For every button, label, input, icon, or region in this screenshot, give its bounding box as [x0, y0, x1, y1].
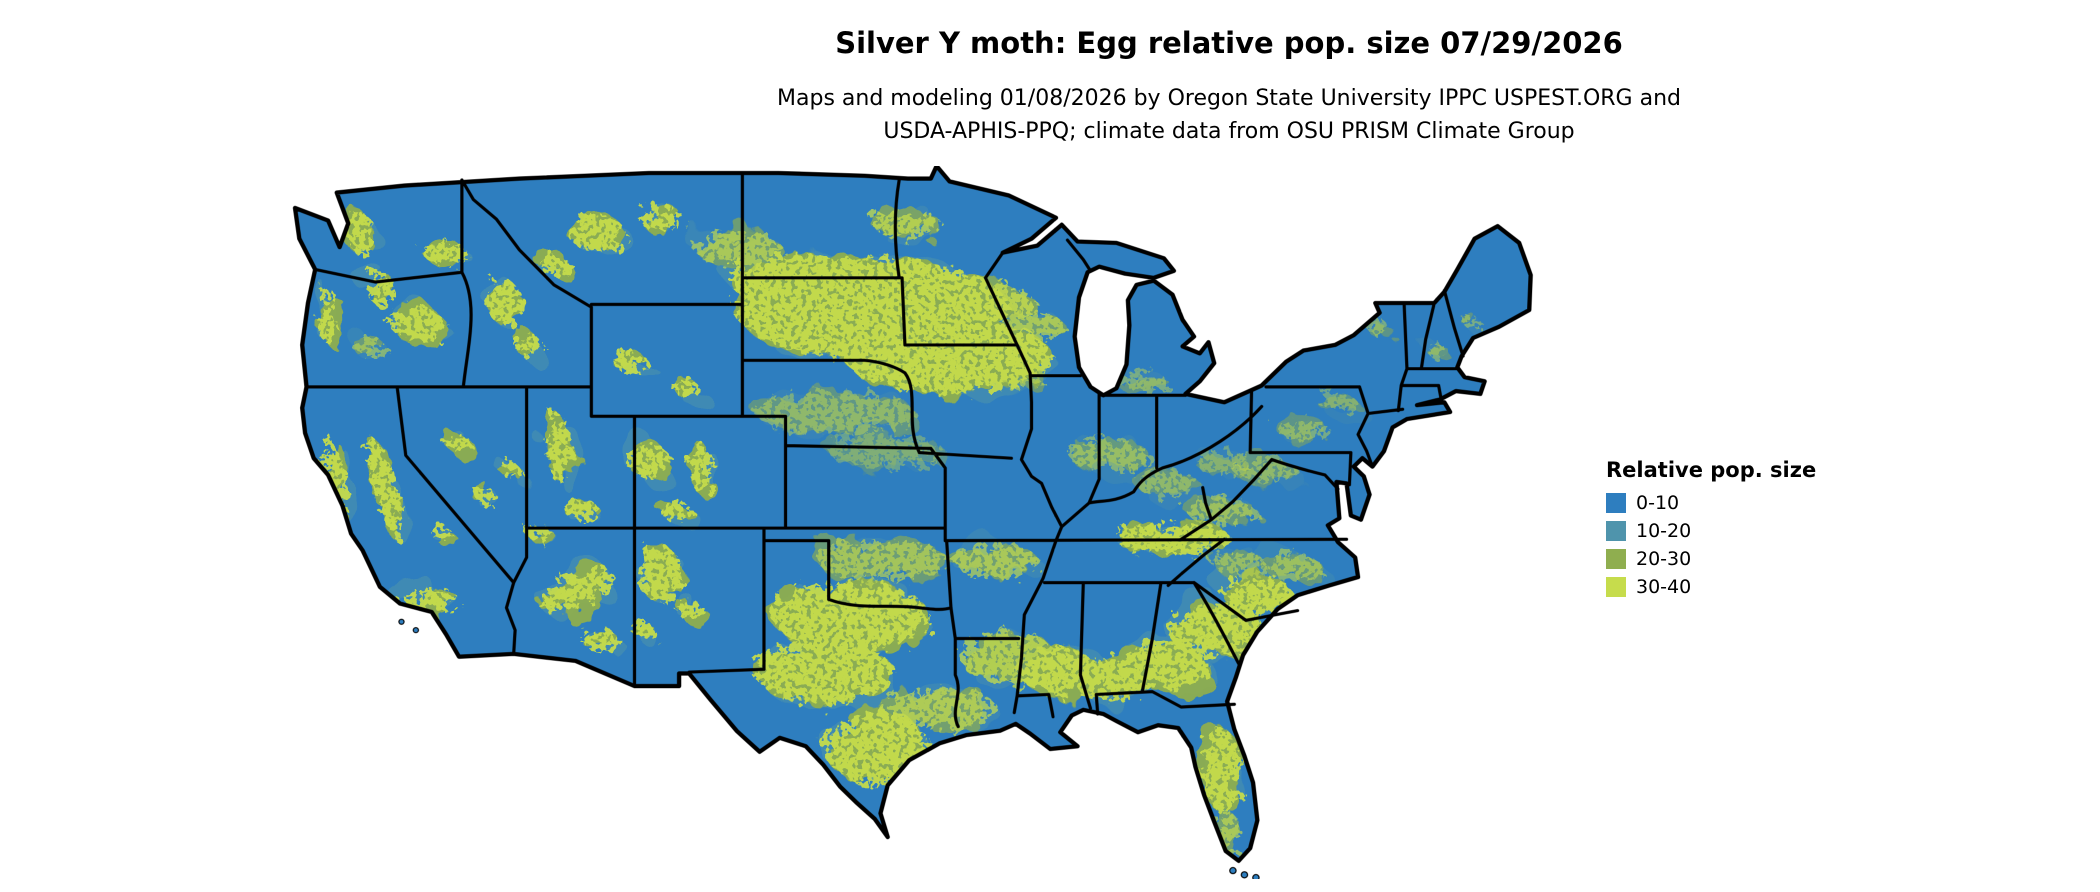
legend-item-label: 30-40	[1636, 576, 1692, 598]
legend-swatch-0-10	[1606, 493, 1626, 513]
subtitle-line-2: USDA-APHIS-PPQ; climate data from OSU PR…	[883, 119, 1575, 144]
us-outline	[292, 166, 1533, 863]
legend: Relative pop. size 0-10 10-20 20-30 30-4…	[1606, 458, 1816, 604]
legend-item-label: 0-10	[1636, 492, 1680, 514]
legend-item: 30-40	[1606, 576, 1816, 598]
us-distribution-map	[292, 166, 1533, 879]
florida-keys	[1229, 866, 1260, 879]
subtitle-line-1: Maps and modeling 01/08/2026 by Oregon S…	[777, 86, 1681, 111]
legend-item: 0-10	[1606, 492, 1816, 514]
legend-item: 10-20	[1606, 520, 1816, 542]
legend-item: 20-30	[1606, 548, 1816, 570]
page-subtitle: Maps and modeling 01/08/2026 by Oregon S…	[777, 82, 1681, 148]
legend-title: Relative pop. size	[1606, 458, 1817, 482]
map-fill-layers	[295, 166, 1531, 861]
legend-swatch-30-40	[1606, 577, 1626, 597]
legend-item-label: 10-20	[1636, 520, 1692, 542]
state-borders	[304, 172, 1465, 729]
legend-swatch-10-20	[1606, 521, 1626, 541]
channel-islands	[398, 618, 420, 634]
legend-item-label: 20-30	[1636, 548, 1692, 570]
page-title: Silver Y moth: Egg relative pop. size 07…	[835, 26, 1623, 60]
legend-swatch-20-30	[1606, 549, 1626, 569]
